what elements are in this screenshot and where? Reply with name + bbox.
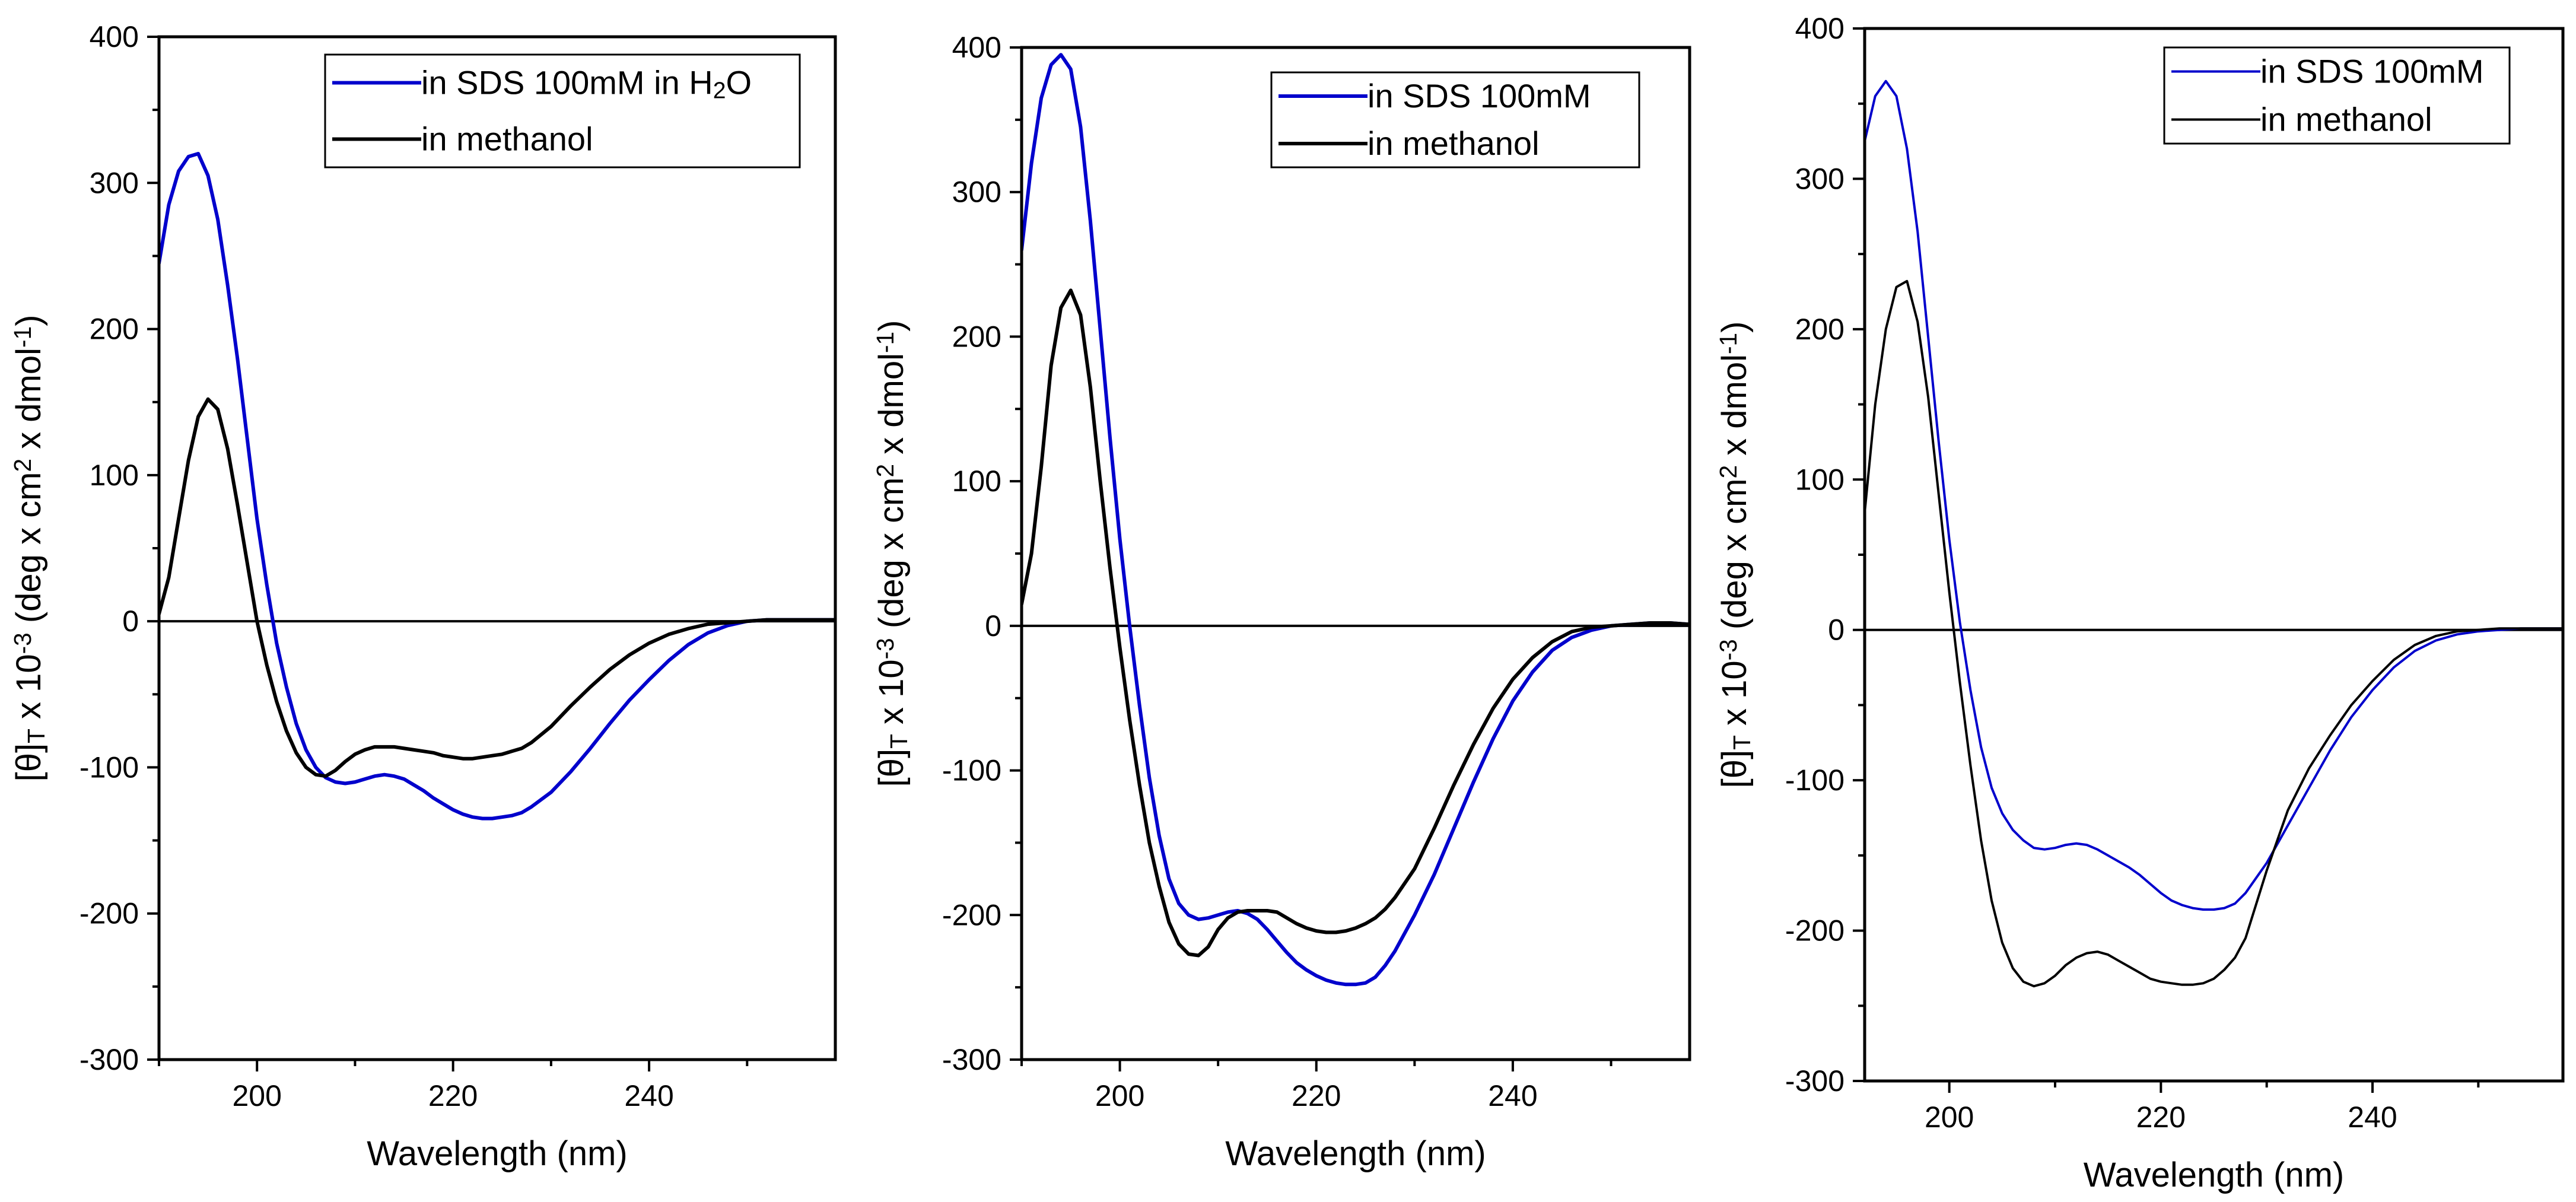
legend-entry: in methanol [1367,125,1540,162]
x-tick-label: 220 [1292,1079,1341,1112]
y-tick-label: -200 [79,897,139,930]
series-line-2 [159,397,835,778]
series-line-1 [1865,80,2563,911]
y-tick-label: -300 [1785,1064,1844,1098]
y-tick-label: 100 [952,465,1001,498]
x-tick-label: 200 [1095,1079,1144,1112]
x-tick-label: 220 [2136,1101,2186,1134]
y-tick-label: 200 [952,320,1001,353]
legend-box [2163,46,2511,145]
chart-panel-3: -300 -200 -100 0 100 200 300 400 200 220 240Wavele… [1715,12,2565,1194]
y-tick-label: 0 [122,605,139,638]
y-tick-label: -200 [942,898,1001,931]
y-tick-label: -100 [1785,764,1844,797]
y-tick-label: 400 [1795,12,1844,45]
legend: in SDS 100mM in methanol [2163,46,2511,145]
y-tick-label: 200 [1795,313,1844,346]
legend-entry: in SDS 100mM [2260,53,2484,90]
chart-panel-1: -300 -200 -100 0 100 200 300 400 200 220 240 Wavele… [9,20,837,1173]
legend: in SDS 100mM in H2O in methanol [324,53,801,168]
y-tick-label: -200 [1785,914,1844,947]
y-axis-label: [θ]T x 10-3 (deg x cm2 x dmol-1) [1715,322,1756,788]
legend-box [324,53,801,168]
chart-panel-2: -300 -200 -100 0 100 200 300 400 200 220 240Wavele… [872,31,1691,1173]
y-axis-label: [θ]T x 10-3 (deg x cm2 x dmol-1) [872,320,912,787]
legend-box [1270,71,1640,168]
x-tick-label: 220 [428,1079,478,1112]
y-tick-label: 400 [952,31,1001,64]
y-axis-label: [θ]T x 10-3 (deg x cm2 x dmol-1) [9,315,50,782]
legend-entry: in SDS 100mM [1367,77,1591,115]
y-tick-label: 300 [90,166,139,199]
y-tick-label: -300 [942,1043,1001,1076]
x-tick-label: 240 [2348,1101,2397,1134]
y-tick-label: -100 [79,751,139,784]
y-tick-label: 300 [952,176,1001,209]
legend: in SDS 100mM in methanol [1270,71,1640,168]
x-tick-label: 240 [624,1079,673,1112]
x-tick-label: 240 [1488,1079,1537,1112]
y-tick-label: 300 [1795,162,1844,195]
series-line-1 [159,152,835,821]
y-tick-label: 100 [90,459,139,492]
series-line-1 [1022,53,1690,987]
legend-entry: in SDS 100mM in H2O [421,64,752,104]
y-tick-label: 100 [1795,463,1844,496]
x-tick-label: 200 [1925,1101,1974,1134]
x-tick-label: 200 [232,1079,281,1112]
x-axis-label: Wavelength (nm) [367,1134,627,1173]
series-line-2 [1022,288,1690,958]
x-axis-label: Wavelength (nm) [1225,1134,1486,1173]
y-tick-label: 200 [90,313,139,346]
y-tick-label: 0 [985,609,1001,643]
legend-entry: in methanol [421,120,593,158]
y-tick-label: 400 [90,20,139,53]
series-line-2 [1865,279,2563,988]
y-tick-label: 0 [1828,613,1844,647]
y-tick-label: -100 [942,754,1001,787]
y-tick-label: -300 [79,1043,139,1076]
legend-entry: in methanol [2260,101,2432,138]
x-axis-label: Wavelength (nm) [2084,1156,2344,1194]
